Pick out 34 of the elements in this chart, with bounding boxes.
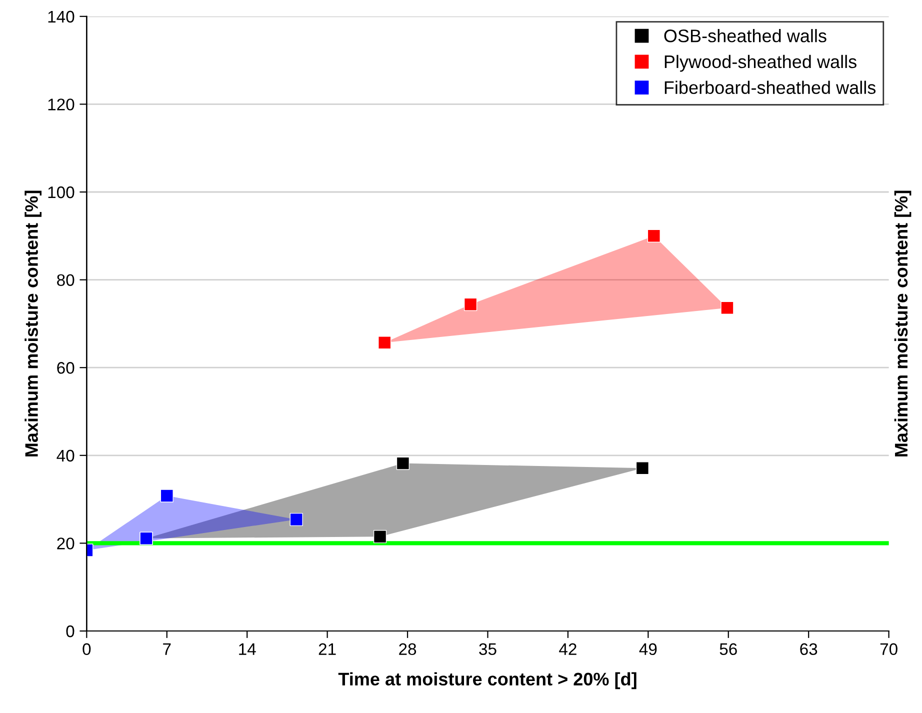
legend-label: Fiberboard-sheathed walls (664, 80, 876, 94)
x-tick-label: 21 (318, 643, 336, 655)
x-tick-label: 0 (82, 643, 91, 656)
y-tick-label: 40 (56, 450, 74, 462)
x-axis-title: Time at moisture content > 20% [d] (338, 672, 636, 690)
point (290, 512, 303, 526)
x-tick-label: 35 (479, 643, 496, 656)
point (373, 530, 387, 544)
point (378, 336, 392, 350)
point (647, 229, 660, 242)
y-tick-label: 140 (48, 10, 74, 23)
x-tick-label: 56 (720, 643, 737, 656)
point (636, 462, 649, 475)
x-tick-label: 42 (559, 643, 576, 655)
y-tick-label: 80 (57, 274, 74, 286)
y2-axis-title: Maximum moisture content [%] (894, 190, 912, 456)
point (396, 456, 410, 470)
x-tick-label: 63 (800, 643, 818, 656)
y-tick-label: 20 (57, 538, 74, 550)
point (160, 489, 174, 502)
legend-label: OSB-sheathed walls (664, 29, 826, 42)
y-tick-label: 120 (48, 98, 74, 110)
x-tick-label: 70 (880, 643, 898, 656)
y-axis-title: Maximum moisture content [%] (24, 190, 42, 456)
y-tick-label: 100 (48, 186, 74, 198)
x-tick-label: 49 (639, 643, 657, 656)
point (720, 301, 734, 314)
y-tick-label: 0 (66, 625, 74, 638)
x-tick-label: 28 (399, 643, 416, 656)
x-tick-label: 14 (239, 643, 256, 655)
legend-label: Plywood-sheathed walls (664, 54, 856, 72)
y-tick-label: 60 (57, 362, 74, 374)
point (464, 298, 478, 311)
x-tick-label: 7 (163, 643, 171, 655)
